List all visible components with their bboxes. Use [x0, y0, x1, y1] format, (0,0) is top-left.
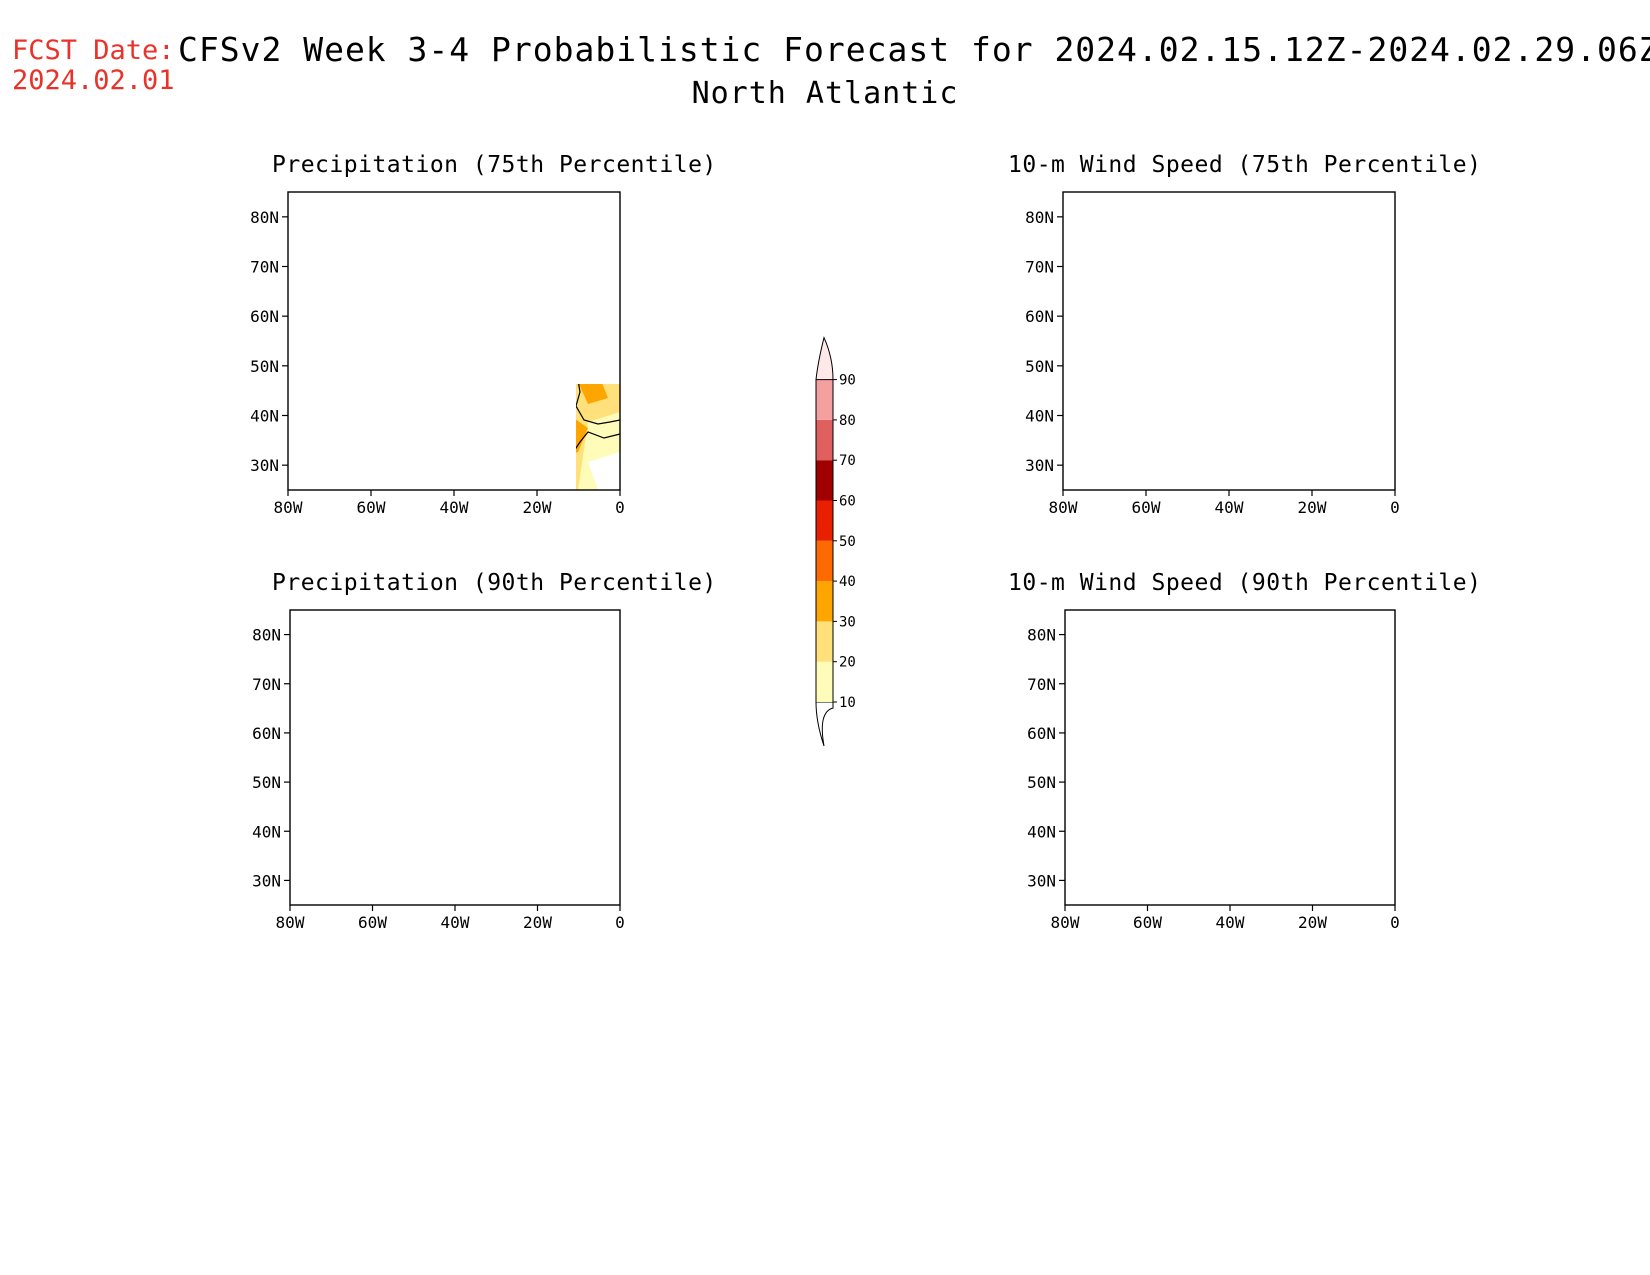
lat-tick-label: 40N	[1025, 407, 1054, 426]
lat-tick-label: 30N	[1027, 871, 1056, 890]
lat-tick-label: 60N	[252, 724, 281, 743]
lon-tick-label: 60W	[1133, 913, 1162, 932]
lat-tick-label: 50N	[1027, 773, 1056, 792]
colorbar-segment	[816, 540, 833, 582]
lon-tick-label: 80W	[1049, 498, 1078, 517]
lon-tick-label: 80W	[1051, 913, 1080, 932]
lon-tick-label: 60W	[357, 498, 386, 517]
lat-tick-label: 60N	[1025, 307, 1054, 326]
colorbar-label: 60	[839, 494, 856, 510]
map-panel-precip75	[287, 191, 621, 491]
lon-tick-label: 40W	[1216, 913, 1245, 932]
lat-tick-label: 70N	[250, 258, 279, 277]
lat-tick-label: 30N	[1025, 456, 1054, 475]
lon-tick-label: 20W	[523, 913, 552, 932]
forecast-date-value: 2024.02.01	[12, 65, 175, 96]
lat-tick-label: 30N	[252, 871, 281, 890]
lon-tick-label: 40W	[441, 913, 470, 932]
colorbar-label: 90	[839, 373, 856, 389]
colorbar-segment	[816, 500, 833, 541]
lon-tick-label: 0	[615, 498, 625, 517]
lon-tick-label: 40W	[440, 498, 469, 517]
lat-tick-label: 80N	[1027, 626, 1056, 645]
colorbar-segment	[816, 581, 833, 622]
region-name: North Atlantic	[691, 76, 959, 111]
lon-tick-label: 80W	[276, 913, 305, 932]
lat-tick-label: 80N	[252, 626, 281, 645]
colorbar-label: 30	[839, 614, 856, 630]
panel-title-wind75: 10-m Wind Speed (75th Percentile)	[1008, 152, 1482, 178]
lat-tick-label: 50N	[250, 357, 279, 376]
forecast-date-label: FCST Date:	[12, 35, 175, 66]
lon-tick-label: 60W	[358, 913, 387, 932]
panel-title-wind90: 10-m Wind Speed (90th Percentile)	[1008, 570, 1482, 596]
lat-tick-label: 80N	[1025, 208, 1054, 227]
lon-tick-label: 60W	[1132, 498, 1161, 517]
lon-tick-label: 20W	[523, 498, 552, 517]
colorbar-lower-end	[815, 701, 834, 747]
colorbar-segment	[816, 460, 833, 501]
colorbar-label: 80	[839, 413, 856, 429]
lat-tick-label: 50N	[1025, 357, 1054, 376]
lat-tick-label: 60N	[250, 307, 279, 326]
map-panel-wind75	[1062, 191, 1396, 491]
panel-title-precip75: Precipitation (75th Percentile)	[272, 152, 717, 178]
lon-tick-label: 20W	[1298, 498, 1327, 517]
lat-tick-label: 70N	[1027, 675, 1056, 694]
colorbar-label: 10	[839, 695, 856, 711]
lon-tick-label: 0	[1390, 913, 1400, 932]
lon-tick-label: 80W	[274, 498, 303, 517]
lat-tick-label: 60N	[1027, 724, 1056, 743]
lon-tick-label: 0	[1390, 498, 1400, 517]
colorbar-segment	[816, 621, 833, 662]
colorbar-upper-end	[815, 336, 834, 381]
lat-tick-label: 70N	[252, 675, 281, 694]
colorbar-label: 50	[839, 534, 856, 550]
map-panel-precip90	[289, 609, 621, 906]
lat-tick-label: 40N	[252, 822, 281, 841]
lat-tick-label: 30N	[250, 456, 279, 475]
colorbar-segment	[816, 379, 833, 420]
colorbar-label: 20	[839, 655, 856, 671]
forecast-date: FCST Date: 2024.02.01	[12, 36, 175, 96]
colorbar: 10 20 30 40 50 60 70 80 90	[815, 336, 856, 747]
lat-tick-label: 40N	[250, 407, 279, 426]
colorbar-segment	[816, 661, 833, 702]
map-panel-wind90	[1064, 609, 1396, 906]
colorbar-label: 70	[839, 453, 856, 469]
lat-tick-label: 40N	[1027, 822, 1056, 841]
lon-tick-label: 40W	[1215, 498, 1244, 517]
colorbar-segment	[816, 419, 833, 461]
lon-tick-label: 20W	[1298, 913, 1327, 932]
lat-tick-label: 80N	[250, 208, 279, 227]
panel-title-precip90: Precipitation (90th Percentile)	[272, 570, 717, 596]
colorbar-label: 40	[839, 574, 856, 590]
figure-subtitle: North Atlantic	[0, 76, 1650, 111]
figure-title: CFSv2 Week 3-4 Probabilistic Forecast fo…	[178, 30, 1650, 69]
lat-tick-label: 70N	[1025, 258, 1054, 277]
lon-tick-label: 0	[615, 913, 625, 932]
lat-tick-label: 50N	[252, 773, 281, 792]
